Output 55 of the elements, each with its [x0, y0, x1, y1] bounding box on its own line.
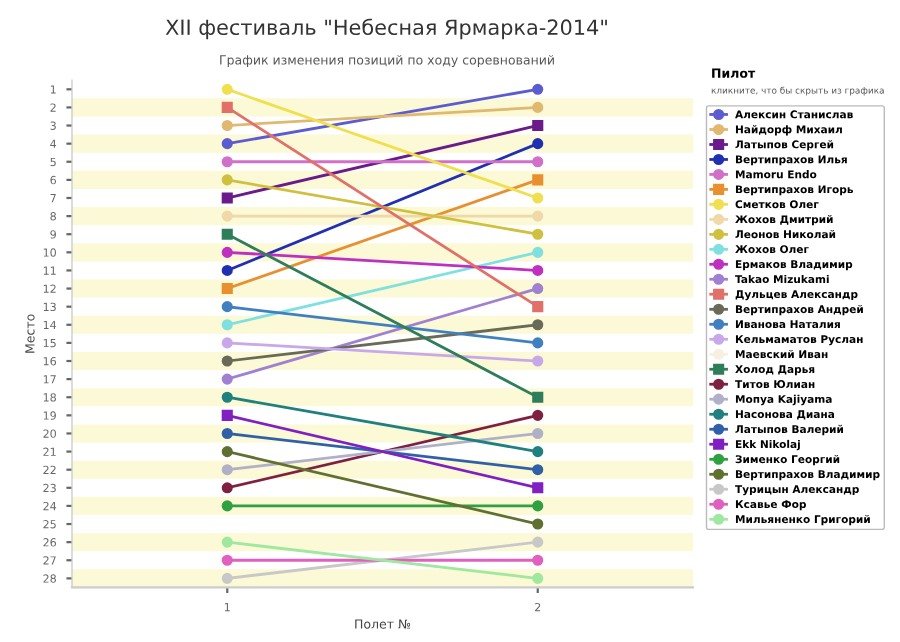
point [532, 500, 544, 512]
point [532, 482, 544, 494]
point [221, 101, 233, 113]
point [221, 391, 233, 403]
point [532, 355, 544, 367]
point [221, 319, 233, 331]
point [532, 536, 544, 548]
point [532, 464, 544, 476]
point [532, 246, 544, 258]
point [221, 119, 233, 132]
point [221, 536, 233, 548]
point [532, 427, 544, 440]
point [221, 264, 233, 276]
point [221, 500, 233, 512]
point [221, 138, 233, 150]
point [221, 427, 233, 440]
point [221, 174, 233, 186]
point [532, 283, 544, 295]
point [532, 554, 544, 566]
point [221, 464, 233, 476]
point [221, 482, 233, 494]
point [532, 409, 544, 421]
point [221, 192, 233, 204]
point [221, 246, 233, 258]
point [532, 119, 544, 132]
point [532, 192, 544, 204]
point [221, 156, 233, 168]
point [532, 83, 544, 95]
point [532, 174, 544, 186]
point [532, 446, 544, 458]
point [532, 518, 544, 530]
point [532, 319, 544, 331]
point [532, 156, 544, 168]
point [532, 138, 544, 150]
point [221, 228, 233, 240]
point [532, 301, 544, 313]
point [221, 83, 233, 95]
point [221, 572, 233, 584]
point [532, 264, 544, 276]
point [532, 228, 544, 240]
point [221, 210, 233, 222]
point [221, 446, 233, 458]
point [532, 210, 544, 222]
point [221, 554, 233, 566]
point [221, 373, 233, 385]
point [221, 409, 233, 421]
point [532, 391, 544, 403]
chart-title: XII фестиваль "Небесная Ярмарка-2014" [165, 18, 607, 40]
point [221, 301, 233, 313]
point [532, 572, 544, 584]
point [532, 337, 544, 349]
point [221, 337, 233, 349]
point [532, 101, 544, 113]
point [221, 355, 233, 367]
point [221, 283, 233, 295]
